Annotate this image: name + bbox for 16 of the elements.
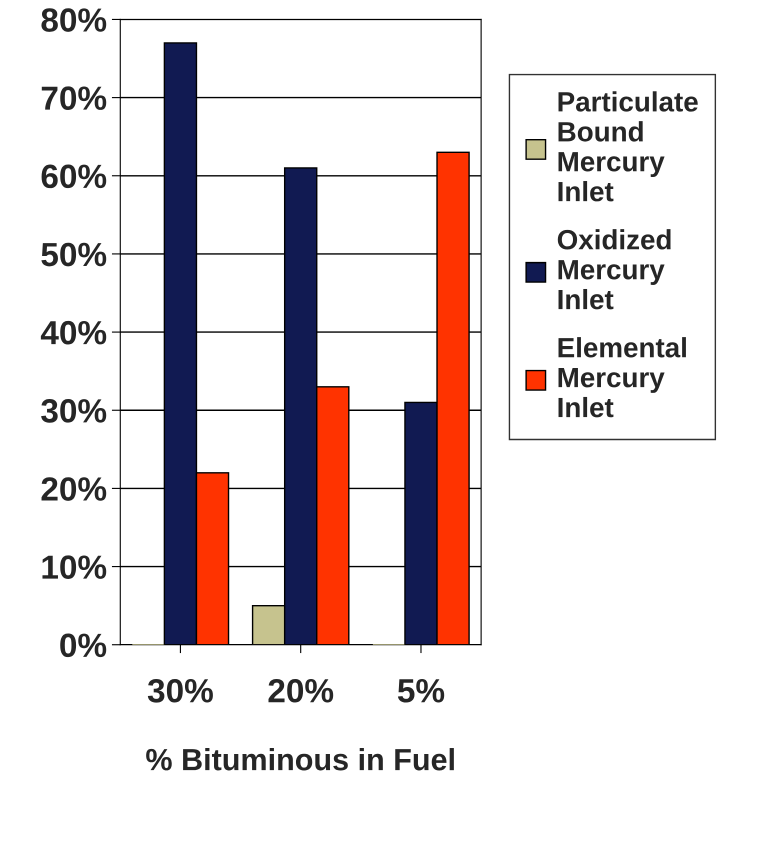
y-tick-label: 30% — [41, 399, 106, 423]
legend-label: Elemental Mercury Inlet — [558, 337, 686, 418]
x-tick-label: 5% — [398, 679, 444, 703]
legend-label: Oxidized Mercury Inlet — [558, 229, 671, 310]
x-tick-label: 20% — [268, 678, 334, 703]
x-tick-label: 30% — [148, 678, 213, 703]
legend-label: Particulate Bound Mercury Inlet — [558, 91, 698, 202]
y-tick-label: 70% — [42, 86, 106, 110]
y-tick-label: 20% — [42, 477, 106, 501]
y-tick-label: 10% — [42, 555, 106, 579]
y-tick-label: 0% — [60, 634, 106, 658]
y-tick-label: 60% — [42, 164, 106, 188]
x-axis-title: % Bituminous in Fuel — [146, 748, 454, 770]
y-tick-label: 40% — [40, 320, 106, 344]
y-tick-label: 80% — [41, 8, 106, 32]
y-tick-label: 50% — [41, 242, 106, 266]
